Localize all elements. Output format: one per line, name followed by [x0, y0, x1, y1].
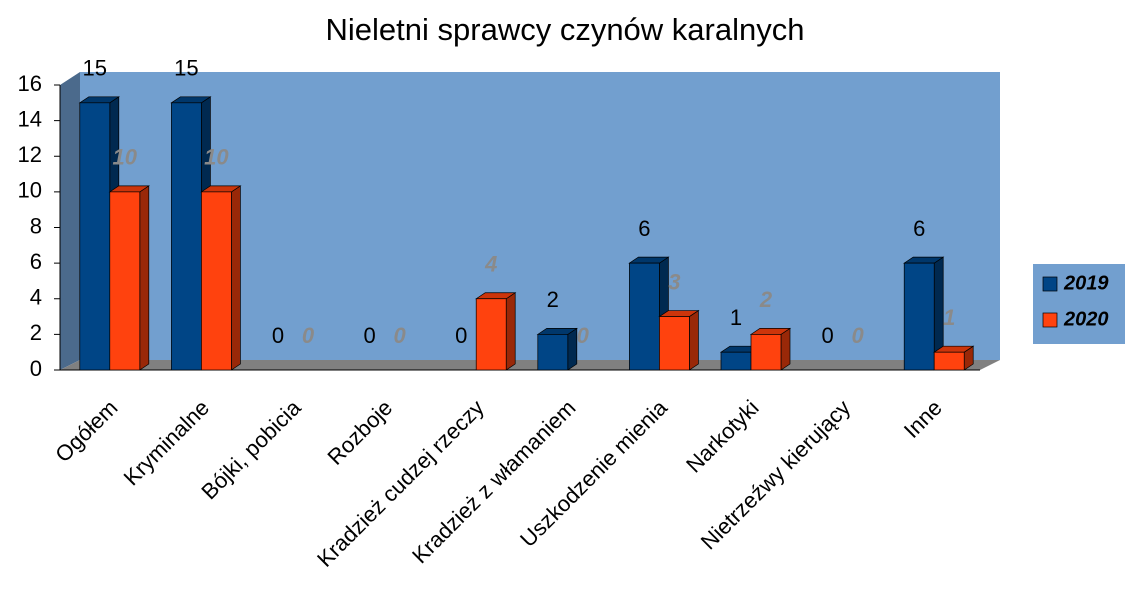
x-tick-label: Rozboje [322, 395, 397, 470]
value-label: 0 [851, 323, 864, 348]
value-label: 4 [484, 252, 497, 277]
value-label: 3 [668, 269, 680, 294]
value-label: 0 [455, 323, 467, 348]
bar [659, 316, 690, 371]
x-tick-label: Bójki, pobicia [196, 394, 306, 504]
bar-side [139, 185, 150, 371]
value-label: 15 [174, 56, 198, 81]
back-wall [80, 72, 1000, 360]
y-tick-label: 4 [30, 285, 42, 310]
x-tick-label: Nietrzeźwy kierujący [696, 395, 855, 554]
value-label: 15 [83, 56, 107, 81]
bar [537, 334, 569, 371]
legend-swatch [1042, 312, 1058, 328]
bar [109, 191, 141, 371]
value-label: 0 [302, 323, 315, 348]
value-label: 1 [943, 305, 955, 330]
bar [629, 262, 660, 371]
x-tick-label: Inne [899, 395, 947, 443]
value-label: 0 [363, 323, 375, 348]
x-tick-label: Ogółem [50, 395, 122, 467]
value-label: 1 [730, 305, 742, 330]
x-tick-label: Kradzież z włamaniem [407, 395, 580, 568]
side-wall [60, 72, 80, 370]
y-tick-label: 16 [18, 71, 42, 96]
y-tick-label: 14 [18, 106, 42, 131]
value-label: 2 [547, 287, 559, 312]
bar-side [505, 292, 516, 371]
x-tick-label: Narkotyki [681, 395, 764, 478]
y-tick-label: 2 [30, 320, 42, 345]
bar-side [780, 327, 791, 371]
value-label: 0 [821, 323, 833, 348]
bar-side [689, 309, 699, 371]
y-tick-label: 12 [18, 142, 42, 167]
y-tick-label: 0 [30, 356, 42, 381]
y-tick-label: 10 [18, 178, 42, 203]
y-tick-label: 8 [30, 213, 42, 238]
bar [750, 334, 782, 371]
y-tick-label: 6 [30, 249, 42, 274]
bar [903, 262, 935, 371]
bar [201, 191, 232, 371]
legend-label: 2020 [1063, 308, 1109, 330]
bar [79, 102, 111, 371]
x-tick-label: Kryminalne [119, 395, 214, 490]
chart-title: Nieletni sprawcy czynów karalnych [326, 12, 805, 47]
bar [171, 102, 202, 371]
bar-side [567, 327, 578, 371]
value-label: 10 [113, 145, 138, 170]
value-label: 0 [577, 323, 590, 348]
value-label: 10 [204, 145, 229, 170]
value-label: 2 [759, 287, 773, 312]
bar-side [231, 185, 241, 371]
value-label: 0 [393, 323, 406, 348]
value-label: 6 [913, 216, 925, 241]
bar [720, 351, 752, 371]
x-tick-label: Kradzież cudzej rzeczy [312, 395, 489, 572]
value-label: 6 [638, 216, 650, 241]
value-label: 0 [272, 323, 284, 348]
bar [475, 298, 507, 371]
legend-swatch [1042, 276, 1058, 292]
bar [933, 351, 965, 371]
legend-label: 2019 [1063, 272, 1109, 294]
